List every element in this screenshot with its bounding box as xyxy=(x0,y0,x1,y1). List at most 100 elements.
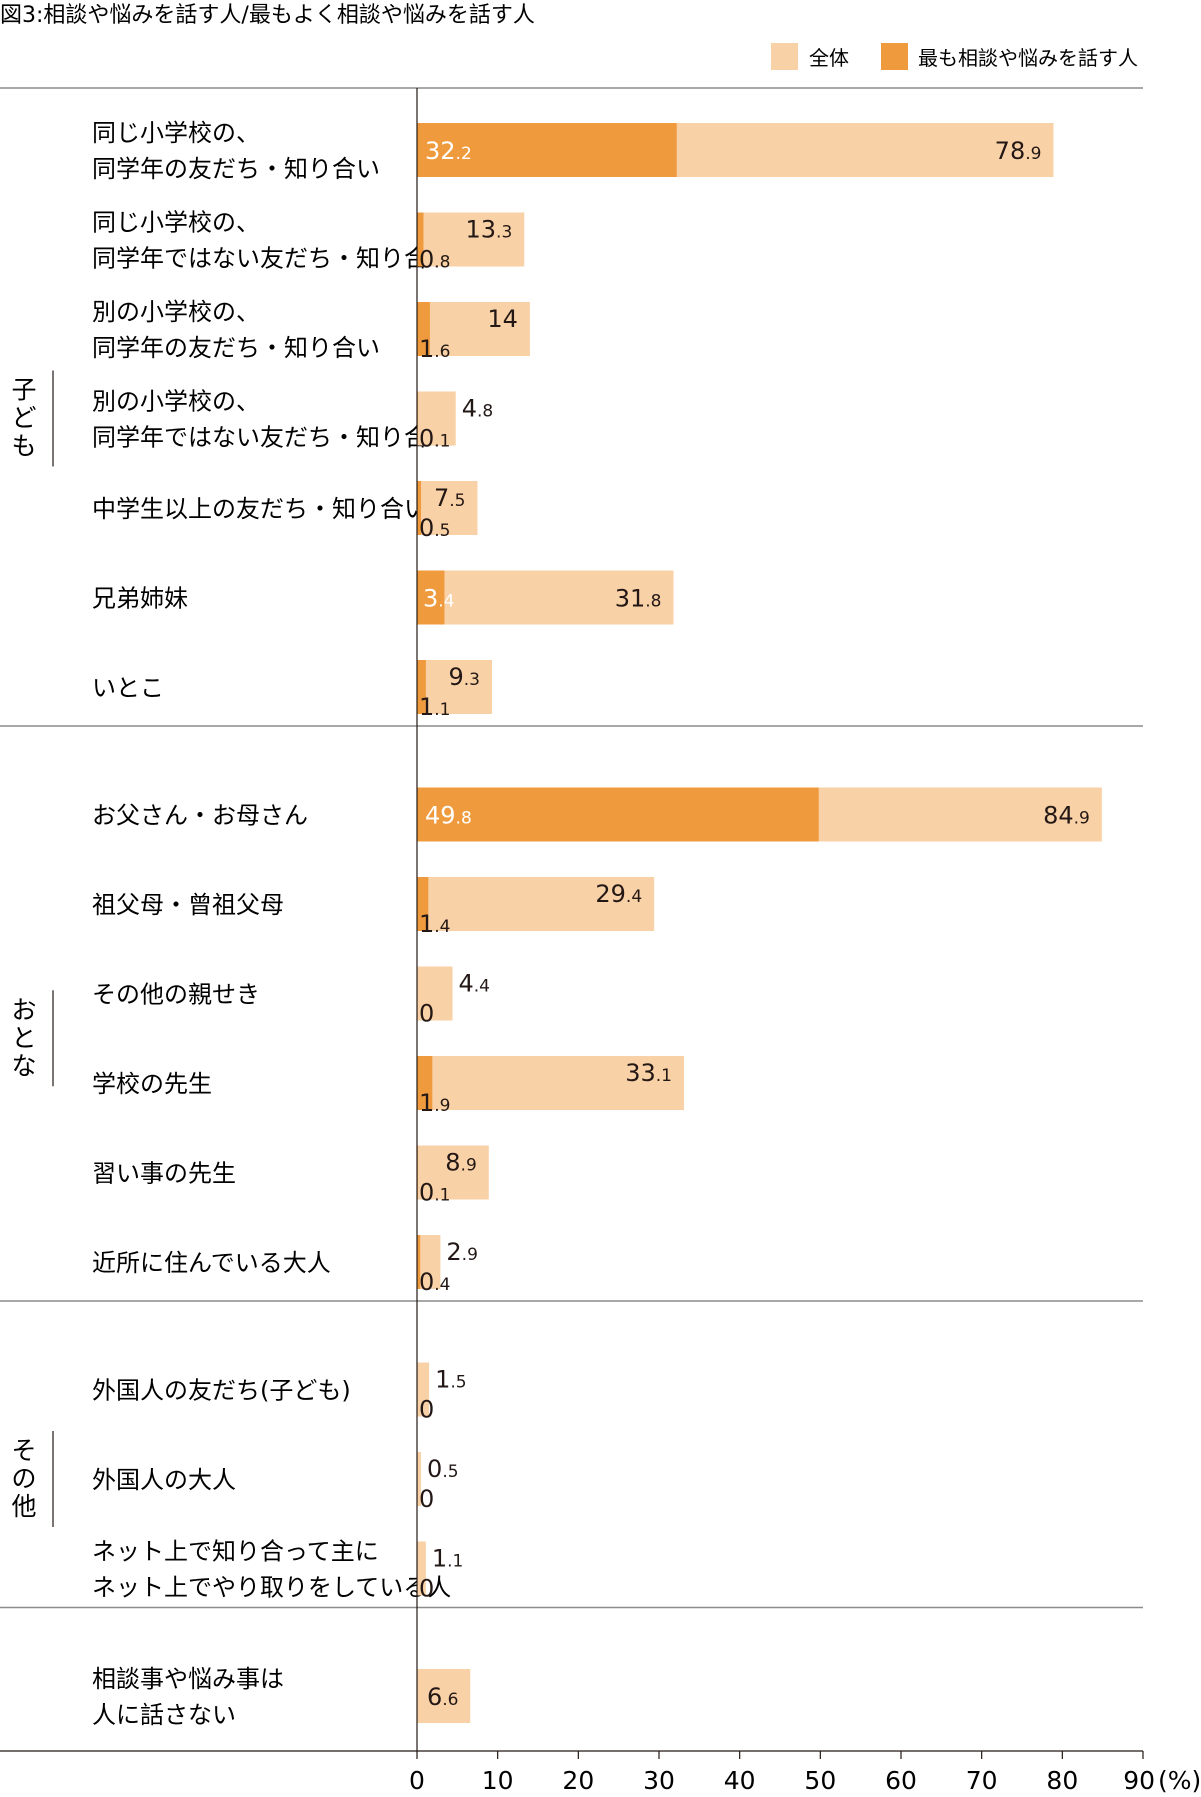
x-tick-label: 90 xyxy=(1123,1766,1155,1795)
value-label-most: 0.5 xyxy=(419,514,451,542)
value-label-most: 0.1 xyxy=(419,1179,451,1207)
group-label-char: そ xyxy=(11,1436,36,1465)
x-tick-label: 40 xyxy=(724,1766,756,1795)
bar-total xyxy=(417,1541,426,1596)
category-label: 外国人の友だち(子ども) xyxy=(92,1377,351,1405)
group-label-char: お xyxy=(11,995,36,1024)
bar-total xyxy=(417,391,456,446)
value-label-total: 8.9 xyxy=(445,1149,477,1177)
group-label-char: も xyxy=(11,432,36,461)
category-label: 兄弟姉妹 xyxy=(92,585,188,613)
group-label-char: の xyxy=(11,1464,36,1493)
value-label-total: 13.3 xyxy=(466,216,513,244)
bar-most xyxy=(417,212,424,267)
bar-total xyxy=(417,1362,430,1417)
group-label-char: ど xyxy=(11,404,36,433)
x-tick-label: 70 xyxy=(966,1766,998,1795)
bar-total xyxy=(417,302,530,356)
bar-most xyxy=(417,1235,421,1289)
value-label-most: 0.1 xyxy=(419,425,451,453)
value-label-total: 78.9 xyxy=(995,137,1042,165)
bar-most xyxy=(417,481,422,535)
category-label: 祖父母・曾祖父母 xyxy=(92,891,284,919)
x-tick-label: 80 xyxy=(1046,1766,1078,1795)
bar-total xyxy=(417,1056,685,1110)
bar-total xyxy=(417,660,493,714)
value-label-most: 0 xyxy=(419,1485,434,1513)
value-label-total: 1.5 xyxy=(435,1366,467,1394)
chart-title: 図3:相談や悩みを話す人/最もよく相談や悩みを話す人 xyxy=(0,3,535,28)
value-label-total: 9.3 xyxy=(449,663,481,691)
bar-total xyxy=(417,1145,489,1200)
x-tick-label: 0 xyxy=(409,1766,425,1795)
category-label: 近所に住んでいる大人 xyxy=(92,1249,331,1277)
category-label: 別の小学校の、同学年の友だち・知り合い xyxy=(92,298,380,362)
value-label-most: 1.4 xyxy=(419,910,451,938)
value-label-total: 2.9 xyxy=(446,1238,478,1266)
category-label: 同じ小学校の、同学年ではない友だち・知り合い xyxy=(92,209,452,273)
category-label: 中学生以上の友だち・知り合い xyxy=(92,495,428,523)
x-tick-label: 30 xyxy=(643,1766,675,1795)
bar-most xyxy=(417,123,677,177)
bar-most xyxy=(417,787,819,842)
x-tick-label: 20 xyxy=(562,1766,594,1795)
value-label-most: 0 xyxy=(419,1575,434,1603)
category-label: いとこ xyxy=(92,674,164,702)
value-label-most: 1.1 xyxy=(419,693,451,721)
legend-label-most: 最も相談や悩みを話す人 xyxy=(918,46,1138,70)
legend-swatch-total xyxy=(771,43,798,70)
bar-total xyxy=(417,1235,441,1289)
bar-total xyxy=(417,1669,471,1723)
category-label: 学校の先生 xyxy=(92,1070,212,1098)
value-label-total: 4.8 xyxy=(462,395,494,423)
bar-total xyxy=(417,1452,422,1506)
x-tick-label: 50 xyxy=(804,1766,836,1795)
group-label-char: と xyxy=(11,1023,36,1052)
category-label: お父さん・お母さん xyxy=(92,802,308,830)
value-label-most: 1.9 xyxy=(419,1089,451,1117)
value-label-total: 33.1 xyxy=(625,1059,672,1087)
x-tick-label: 10 xyxy=(482,1766,514,1795)
bar-total xyxy=(417,212,525,267)
category-label: 相談事や悩み事は人に話さない xyxy=(92,1665,284,1729)
value-label-total: 84.9 xyxy=(1043,802,1090,830)
x-axis: 0 10 20 30 40 50 60 70 80 90 (%) xyxy=(0,88,1201,1795)
legend-label-total: 全体 xyxy=(809,46,849,70)
value-label-total: 14 xyxy=(487,305,518,333)
category-label: 外国人の大人 xyxy=(92,1466,236,1494)
bar-most xyxy=(417,660,426,714)
bar-most xyxy=(417,877,429,931)
value-label-total: 7.5 xyxy=(434,484,466,512)
bar-total xyxy=(417,877,655,931)
value-label-most: 0.4 xyxy=(419,1268,451,1296)
bar-most xyxy=(417,1056,433,1110)
bar-most xyxy=(417,302,430,356)
value-label-most: 32.2 xyxy=(425,137,472,165)
group-label-char: 他 xyxy=(11,1492,36,1521)
value-label-most: 0 xyxy=(419,1396,434,1424)
value-label-total: 4.4 xyxy=(458,970,490,998)
bars xyxy=(417,123,1102,1723)
category-label: 別の小学校の、同学年ではない友だち・知り合い xyxy=(92,388,452,452)
value-label-total: 31.8 xyxy=(615,585,662,613)
category-label: 習い事の先生 xyxy=(92,1160,236,1188)
group-label-char: な xyxy=(11,1051,36,1080)
x-unit-label: (%) xyxy=(1158,1766,1201,1795)
value-label-total: 0.5 xyxy=(427,1455,459,1483)
category-label: ネット上で知り合って主にネット上でやり取りをしている人 xyxy=(92,1538,451,1602)
value-label-total: 1.1 xyxy=(432,1545,464,1573)
value-label-most: 1.6 xyxy=(419,335,451,363)
category-label: 同じ小学校の、同学年の友だち・知り合い xyxy=(92,119,380,183)
value-label-most: 49.8 xyxy=(425,802,472,830)
bar-most xyxy=(417,570,445,625)
category-labels: 同じ小学校の、同学年の友だち・知り合い同じ小学校の、同学年ではない友だち・知り合… xyxy=(92,119,452,1729)
legend-swatch-most xyxy=(881,43,908,70)
bar-total xyxy=(417,966,453,1021)
value-label-total: 6.6 xyxy=(427,1683,459,1711)
value-label-most: 0 xyxy=(419,1000,434,1028)
value-label-total: 29.4 xyxy=(595,880,642,908)
bar-total xyxy=(417,481,478,535)
